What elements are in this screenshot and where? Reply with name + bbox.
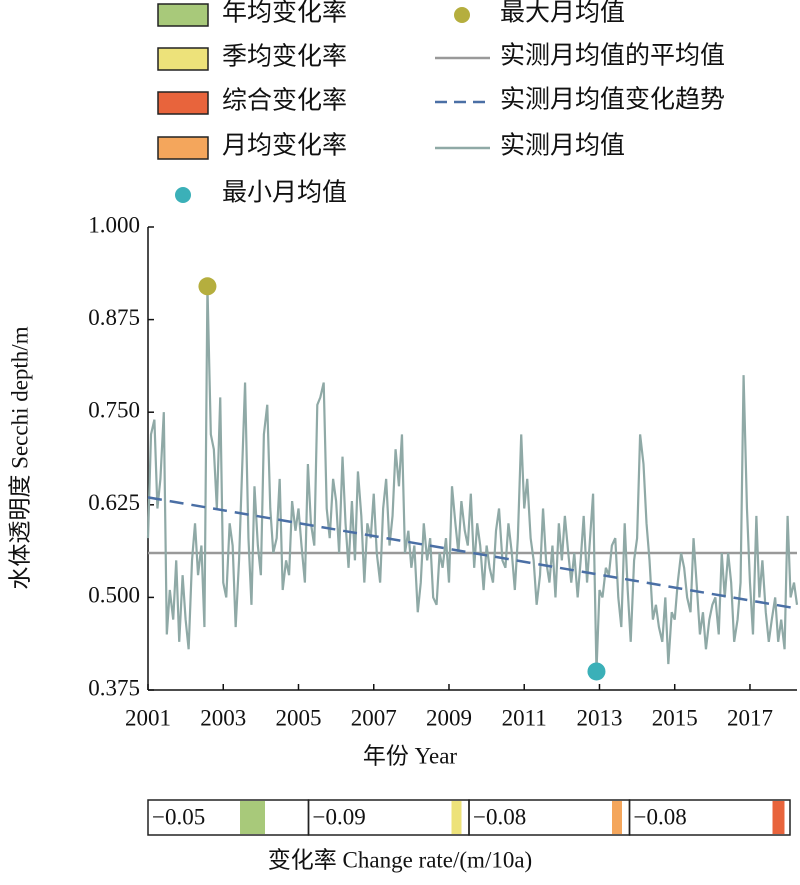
legend-label: 实测月均值的平均值 [500, 42, 725, 70]
legend-label: 实测月均值 [500, 132, 625, 160]
rate-label: −0.05 [152, 804, 205, 829]
rate-label: −0.09 [313, 804, 366, 829]
legend-label: 年均变化率 [222, 0, 347, 27]
x-tick-label: 2001 [125, 705, 171, 730]
rate-box [628, 799, 791, 836]
x-tick-label: 2009 [426, 705, 472, 730]
y-tick-label: 0.375 [88, 675, 140, 700]
legend-label: 月均变化率 [222, 132, 347, 160]
x-tick-label: 2005 [275, 705, 321, 730]
x-tick-label: 2015 [652, 705, 698, 730]
y-tick-label: 0.875 [88, 305, 140, 330]
legend-swatch [157, 3, 209, 27]
x-tick-label: 2011 [502, 705, 547, 730]
y-tick-label: 1.000 [88, 212, 140, 237]
extreme-point [587, 662, 606, 681]
y-tick-label: 0.500 [88, 583, 140, 608]
legend-label: 季均变化率 [222, 43, 347, 71]
rate-mark [451, 801, 462, 834]
rate-mark [612, 801, 622, 834]
x-tick-label: 2003 [200, 705, 246, 730]
x-axis-label: 年份 Year [363, 743, 457, 768]
legend-swatch [157, 91, 209, 115]
extreme-point [198, 277, 217, 296]
legend-label: 综合变化率 [222, 87, 347, 115]
x-tick-label: 2007 [351, 705, 397, 730]
legend-marker [175, 187, 191, 203]
y-axis-label: 水体透明度 Secchi depth/m [7, 326, 32, 589]
rate-label: −0.08 [473, 804, 526, 829]
rate-label: −0.08 [634, 804, 687, 829]
y-tick-label: 0.750 [88, 397, 140, 422]
rate-axis-label: 变化率 Change rate/(m/10a) [268, 847, 532, 872]
data-line [146, 286, 799, 672]
legend-label: 最小月均值 [222, 179, 347, 207]
rate-mark [240, 801, 265, 834]
x-tick-label: 2017 [727, 705, 773, 730]
x-tick-label: 2013 [576, 705, 622, 730]
legend-swatch [157, 47, 209, 71]
legend-label: 实测月均值变化趋势 [500, 86, 725, 114]
legend-label: 最大月均值 [500, 0, 625, 27]
y-tick-label: 0.625 [88, 490, 140, 515]
legend-swatch [157, 136, 209, 160]
rate-mark [772, 801, 785, 834]
legend-marker [454, 7, 470, 23]
